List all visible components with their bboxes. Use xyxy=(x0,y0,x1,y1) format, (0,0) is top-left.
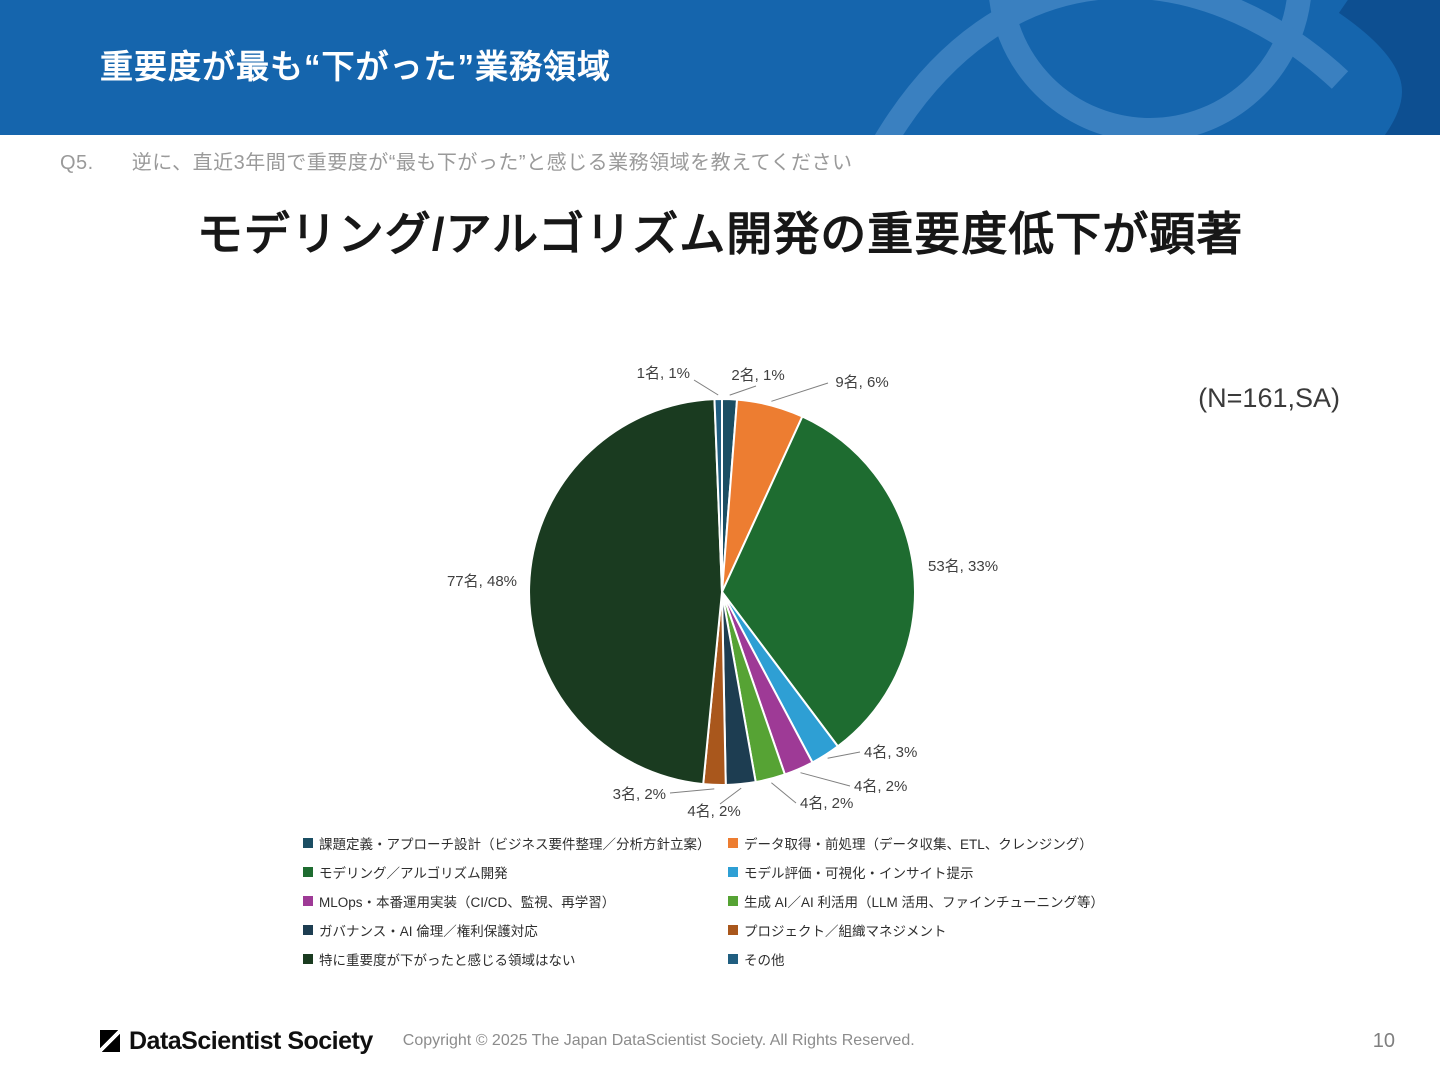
logo-swoosh-decoration xyxy=(875,0,1440,135)
swoosh-dark-band xyxy=(1338,0,1440,135)
question-number: Q5. xyxy=(60,152,94,174)
chart-legend: 課題定義・アプローチ設計（ビジネス要件整理／分析方針立案） データ取得・前処理（デ… xyxy=(303,833,1153,968)
label-leader-line xyxy=(693,379,719,396)
label-leader-line xyxy=(729,385,757,396)
legend-label: 生成 AI／AI 利活用（LLM 活用、ファインチューニング等） xyxy=(744,894,1105,910)
label-leader-line xyxy=(800,772,851,787)
legend-label: データ取得・前処理（データ収集、ETL、クレンジング） xyxy=(744,836,1093,852)
legend-swatch xyxy=(303,866,313,877)
footer-logo: DataScientist Society xyxy=(100,1027,373,1056)
pie-slice xyxy=(721,415,916,748)
legend-item: ガバナンス・AI 倫理／権利保護対応 xyxy=(303,920,728,939)
question-text: 逆に、直近3年間で重要度が“最も下がった”と感じる業務領域を教えてください xyxy=(131,152,853,174)
label-leader-line xyxy=(827,751,861,759)
footer: DataScientist Society Copyright © 2025 T… xyxy=(0,1014,1440,1080)
legend-swatch xyxy=(728,895,738,906)
legend-item: 特に重要度が下がったと感じる領域はない xyxy=(303,949,728,968)
swoosh-curve xyxy=(875,0,1349,135)
key-message-headline: モデリング/アルゴリズム開発の重要度低下が顕著 xyxy=(196,208,1244,260)
slice-data-label: 4名, 2% xyxy=(687,803,740,820)
question-line: Q5. 逆に、直近3年間で重要度が“最も下がった”と感じる業務領域を教えてください xyxy=(60,146,853,175)
slide-title: 重要度が最も“下がった”業務領域 xyxy=(100,48,611,85)
slice-data-label: 1名, 1% xyxy=(637,365,690,382)
slice-data-label: 53名, 33% xyxy=(928,558,998,575)
legend-swatch xyxy=(728,837,738,848)
swoosh-circle xyxy=(989,0,1311,135)
legend-swatch xyxy=(303,953,313,964)
legend-swatch xyxy=(303,837,313,848)
pie-slice xyxy=(528,398,723,786)
slice-data-label: 4名, 2% xyxy=(800,795,853,812)
legend-label: MLOps・本番運用実装（CI/CD、監視、再学習） xyxy=(319,894,616,910)
slice-data-label: 4名, 2% xyxy=(854,778,907,795)
header-band: 重要度が最も“下がった”業務領域 xyxy=(0,0,1440,135)
legend-item: モデル評価・可視化・インサイト提示 xyxy=(728,862,1153,881)
legend-swatch xyxy=(728,953,738,964)
sample-size-note: (N=161,SA) xyxy=(1198,383,1340,413)
legend-item: MLOps・本番運用実装（CI/CD、監視、再学習） xyxy=(303,891,728,910)
legend-label: モデリング／アルゴリズム開発 xyxy=(319,865,508,881)
legend-item: 課題定義・アプローチ設計（ビジネス要件整理／分析方針立案） xyxy=(303,833,728,852)
legend-item: データ取得・前処理（データ収集、ETL、クレンジング） xyxy=(728,833,1153,852)
label-leader-line xyxy=(719,787,742,805)
legend-swatch xyxy=(303,924,313,935)
label-leader-line xyxy=(771,382,829,402)
label-leader-line xyxy=(771,782,797,804)
footer-logo-text: DataScientist Society xyxy=(129,1026,373,1055)
slice-data-label: 2名, 1% xyxy=(731,367,784,384)
legend-label: 課題定義・アプローチ設計（ビジネス要件整理／分析方針立案） xyxy=(319,836,711,852)
pie-slice xyxy=(713,398,723,593)
legend-label: 特に重要度が下がったと感じる領域はない xyxy=(319,952,576,968)
legend-label: モデル評価・可視化・インサイト提示 xyxy=(744,865,974,881)
slice-data-label: 77名, 48% xyxy=(447,573,517,590)
legend-item: 生成 AI／AI 利活用（LLM 活用、ファインチューニング等） xyxy=(728,891,1153,910)
legend-swatch xyxy=(303,895,313,906)
page-number: 10 xyxy=(1372,1029,1395,1052)
legend-item: プロジェクト／組織マネジメント xyxy=(728,920,1153,939)
society-logo-icon xyxy=(100,1030,120,1052)
slice-data-label: 9名, 6% xyxy=(835,374,888,391)
legend-item: その他 xyxy=(728,949,1153,968)
slice-data-label: 4名, 3% xyxy=(864,744,917,761)
copyright-text: Copyright © 2025 The Japan DataScientist… xyxy=(402,1032,915,1049)
pie-chart: 2名, 1% 9名, 6% 53名, 33% 4名, 3% 4名, 2% 4名, 2% 4名… xyxy=(372,340,1072,820)
legend-item: モデリング／アルゴリズム開発 xyxy=(303,862,728,881)
legend-label: プロジェクト／組織マネジメント xyxy=(744,923,947,939)
label-leader-line xyxy=(669,788,715,794)
legend-swatch xyxy=(728,924,738,935)
legend-swatch xyxy=(728,866,738,877)
legend-label: その他 xyxy=(744,952,785,968)
legend-label: ガバナンス・AI 倫理／権利保護対応 xyxy=(319,923,538,939)
slice-data-label: 3名, 2% xyxy=(613,786,666,803)
